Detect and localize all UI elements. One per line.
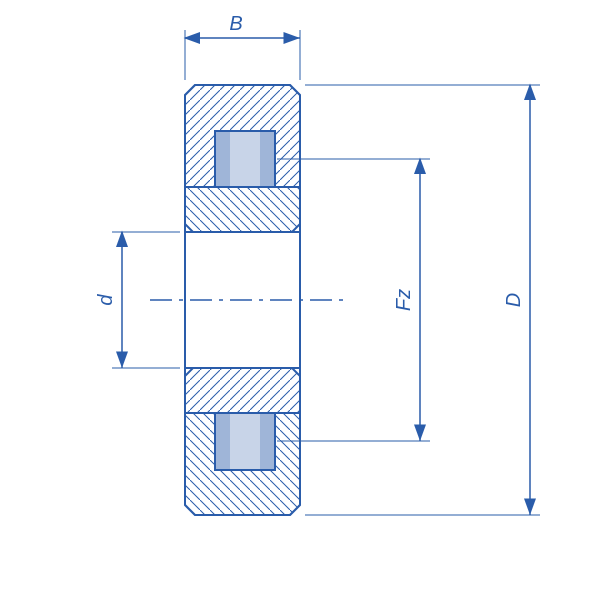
label-d: d bbox=[95, 294, 117, 306]
dimension-B: B bbox=[185, 13, 300, 80]
inner-ring-bottom bbox=[185, 368, 300, 413]
label-D: D bbox=[503, 293, 525, 307]
inner-ring-top bbox=[185, 187, 300, 232]
label-Fz: Fz bbox=[393, 289, 415, 311]
roller-top bbox=[215, 131, 275, 187]
bearing-diagram: B d Fz D bbox=[0, 0, 600, 600]
label-B: B bbox=[229, 13, 242, 35]
roller-bottom bbox=[215, 413, 275, 470]
